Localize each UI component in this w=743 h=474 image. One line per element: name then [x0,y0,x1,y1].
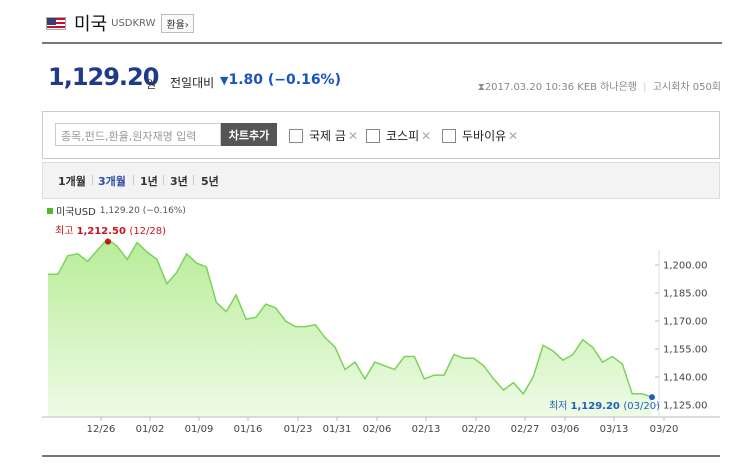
series-area [48,238,652,417]
kospi-label: 코스피 [386,129,420,143]
x-tick-label: 01/02 [136,424,165,435]
x-tick-label: 02/27 [511,424,540,435]
x-tick-label: 01/23 [284,424,313,435]
y-tick-label: 1,200.00 [663,261,708,272]
quote-datetime: 2017.03.20 10:36 [484,82,575,93]
y-tick-label: 1,155.00 [663,345,708,356]
tab-3-year[interactable]: 3년 [170,175,188,188]
tab-divider [92,175,93,185]
x-tick-label: 03/06 [551,424,580,435]
x-tick-label: 02/20 [462,424,491,435]
search-input[interactable]: 종목,펀드,환율,원자재명 입력 [55,123,221,146]
compare-dubai[interactable]: 두바이유 ✕ [442,127,518,144]
price-unit: 원 [146,78,157,91]
close-icon[interactable]: ✕ [421,128,432,143]
currency-code: USDKRW [111,17,156,29]
tab-5-year[interactable]: 5년 [201,175,219,188]
low-marker [649,394,655,401]
currency-header: 미국 USDKRW 환율› [46,10,194,36]
bottom-divider [42,455,720,457]
chart-compare-bar: 종목,펀드,환율,원자재명 입력 차트추가 국제 금 ✕ 코스피 ✕ 두바이유 … [42,111,720,159]
dubai-label: 두바이유 [462,129,507,143]
legend-swatch [47,207,53,214]
clock-icon: ⧗ [477,82,485,93]
legend-value: 1,129.20 (−0.16%) [99,205,186,216]
gold-label: 국제 금 [309,129,346,143]
tab-divider [163,175,164,185]
compare-kospi[interactable]: 코스피 ✕ [366,127,431,144]
currency-name: 미국 [74,14,108,35]
tab-1-month[interactable]: 1개월 [58,175,86,188]
y-tick-label: 1,185.00 [663,289,708,300]
y-tick-label: 1,125.00 [663,401,708,412]
compare-gold[interactable]: 국제 금 ✕ [289,127,358,144]
tab-1-year[interactable]: 1년 [140,175,158,188]
compare-label: 전일대비 [170,76,215,90]
y-tick-label: 1,170.00 [663,317,708,328]
period-tabs: 1개월 3개월 1년 3년 5년 [42,162,720,199]
series-line [48,237,653,398]
chart-legend: 미국USD 1,129.20 (−0.16%) [47,203,186,218]
change-percent: (−0.16%) [267,72,341,88]
tab-divider [193,175,194,185]
x-tick-label: 03/13 [600,424,629,435]
quote-source: KEB 하나은행 [577,82,637,93]
fx-button[interactable]: 환율› [161,13,194,33]
y-tick-label: 1,140.00 [663,373,708,384]
x-tick-label: 02/06 [363,424,392,435]
low-label: 최저 1,129.20 (03/20) [549,400,660,412]
close-icon[interactable]: ✕ [508,128,519,143]
add-chart-button[interactable]: 차트추가 [221,123,277,146]
close-icon[interactable]: ✕ [347,128,358,143]
top-divider [42,42,722,44]
tab-3-month[interactable]: 3개월 [98,175,126,188]
us-flag-icon [46,16,66,30]
high-marker [105,238,111,245]
x-tick-label: 02/13 [412,424,441,435]
x-tick-label: 01/31 [323,424,352,435]
x-tick-label: 12/26 [87,424,116,435]
quote-meta: ⧗2017.03.20 10:36 KEB 하나은행 | 고시회차 050회 [478,78,721,93]
x-tick-label: 03/20 [650,424,679,435]
current-price: 1,129.20 [48,63,159,91]
x-tick-label: 01/16 [234,424,263,435]
down-arrow-icon: ▼ [220,74,229,87]
dubai-checkbox[interactable] [442,128,456,143]
kospi-checkbox[interactable] [366,128,380,143]
change-value: 1.80 [228,72,264,88]
price-change: ▼1.80 (−0.16%) [220,72,341,88]
high-label: 최고 1,212.50 (12/28) [55,225,166,237]
meta-separator: | [643,82,647,93]
legend-label: 미국USD [56,207,96,218]
gold-checkbox[interactable] [289,128,303,143]
x-tick-label: 01/09 [185,424,214,435]
quote-notice: 고시회차 050회 [652,82,721,93]
tab-divider [133,175,134,185]
